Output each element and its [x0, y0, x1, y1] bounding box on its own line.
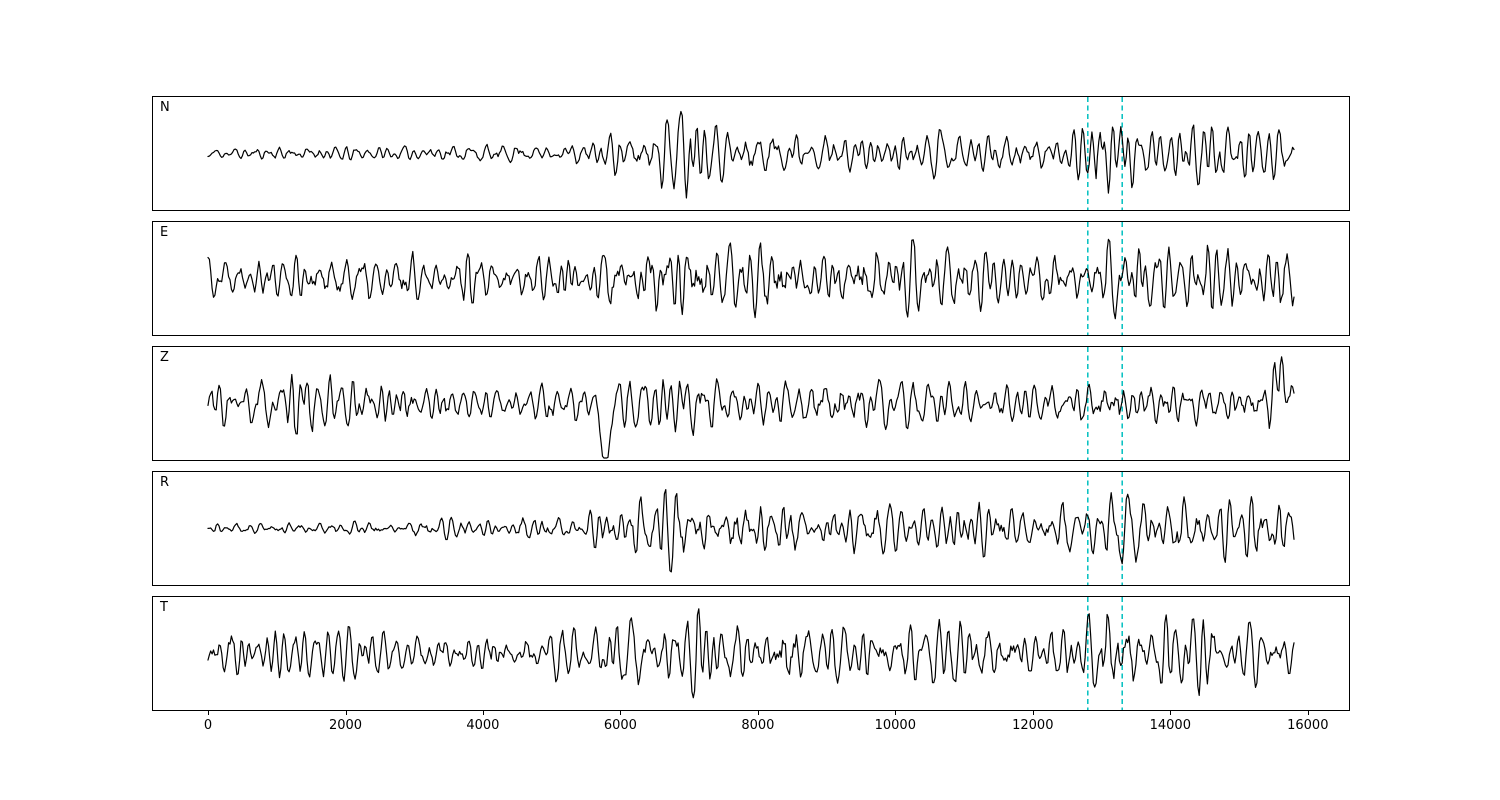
waveform-trace — [207, 608, 1295, 699]
trace-plot — [207, 597, 1295, 710]
x-tick — [620, 711, 622, 715]
channel-label: R — [160, 475, 170, 490]
x-tick — [1170, 711, 1172, 715]
waveform-trace — [207, 356, 1295, 459]
x-tick-label: 12000 — [1012, 718, 1054, 733]
waveform-trace — [207, 489, 1295, 573]
x-tick — [345, 711, 347, 715]
channel-label: N — [160, 100, 170, 115]
trace-plot — [207, 472, 1295, 585]
x-tick — [895, 711, 897, 715]
channel-label: Z — [160, 350, 169, 365]
x-tick-label: 8000 — [741, 718, 775, 733]
x-tick-label: 6000 — [603, 718, 637, 733]
trace-plot — [207, 347, 1295, 460]
x-tick — [757, 711, 759, 715]
x-tick — [1032, 711, 1034, 715]
x-tick-label: 0 — [203, 718, 213, 733]
x-tick — [1307, 711, 1309, 715]
panels-container: N E Z R T — [152, 96, 1350, 711]
waveform-trace — [207, 238, 1295, 320]
x-tick-label: 14000 — [1149, 718, 1191, 733]
trace-plot — [207, 222, 1295, 335]
waveform-trace — [207, 110, 1295, 199]
x-tick-label: 16000 — [1287, 718, 1329, 733]
x-tick-label: 2000 — [328, 718, 363, 733]
panel-E: E — [152, 221, 1350, 336]
x-tick-label: 4000 — [466, 718, 500, 733]
x-tick-label: 10000 — [874, 718, 916, 733]
panel-Z: Z — [152, 346, 1350, 461]
channel-label: E — [160, 225, 169, 240]
panel-T: T — [152, 596, 1350, 711]
x-tick — [208, 711, 209, 715]
trace-plot — [207, 97, 1295, 210]
x-tick — [482, 711, 484, 715]
panel-R: R — [152, 471, 1350, 586]
channel-label: T — [160, 600, 168, 615]
panel-N: N — [152, 96, 1350, 211]
